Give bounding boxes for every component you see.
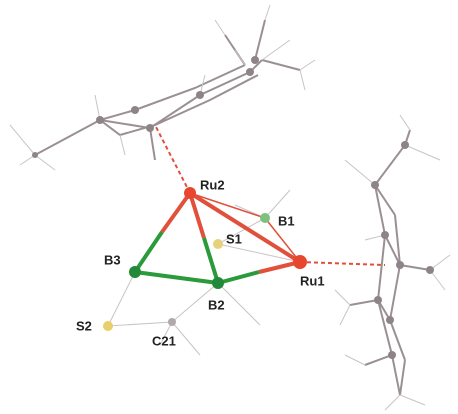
atom-label: C21 (152, 333, 176, 348)
top-cp-ligand (10, 5, 315, 170)
core-bonds (108, 125, 385, 355)
atom-label: B2 (208, 297, 225, 312)
atoms (103, 187, 307, 331)
atom-label: Ru2 (200, 177, 225, 192)
atom-label: B3 (104, 252, 121, 267)
right-cp-ligand (335, 115, 450, 410)
atom-label: S1 (226, 231, 242, 246)
atom-label: B1 (278, 213, 295, 228)
atom-label: S2 (76, 318, 92, 333)
atom-label: Ru1 (300, 273, 325, 288)
molecule-structure: Ru2 B1 S1 B3 Ru1 B2 S2 C21 (0, 0, 458, 414)
